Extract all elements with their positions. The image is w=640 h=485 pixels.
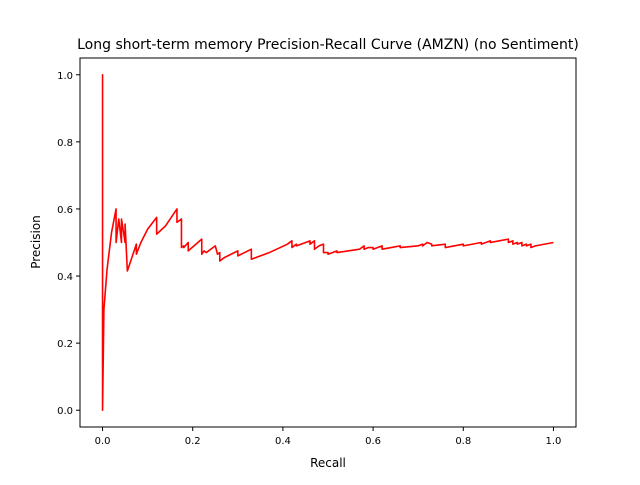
- plot-frame: [79, 57, 577, 428]
- x-tick-label: 0.4: [275, 436, 291, 447]
- x-axis-label: Recall: [310, 456, 346, 470]
- y-tick-label: 0.0: [57, 406, 73, 417]
- x-tick-label: 0.6: [365, 436, 381, 447]
- y-tick-label: 0.2: [57, 339, 73, 350]
- x-tick-label: 1.0: [546, 436, 562, 447]
- y-tick-label: 0.8: [57, 138, 73, 149]
- x-axis-ticks: 0.0 0.2 0.4 0.6 0.8 1.0: [95, 427, 562, 447]
- plot-area: 0.0 0.2 0.4 0.6 0.8 1.0 0.0 0.2 0.4 0.6 0.8 1.0: [57, 57, 577, 447]
- chart-title: Long short-term memory Precision-Recall …: [77, 37, 579, 53]
- y-tick-label: 0.4: [57, 272, 73, 283]
- series-line: [101, 73, 554, 412]
- x-tick-label: 0.2: [185, 436, 201, 447]
- x-tick-label: 0.8: [455, 436, 471, 447]
- y-axis-ticks: 0.0 0.2 0.4 0.6 0.8 1.0: [57, 71, 80, 417]
- y-tick-label: 1.0: [57, 71, 73, 82]
- series-layer: [101, 73, 554, 412]
- y-axis-label: Precision: [29, 215, 43, 269]
- x-tick-label: 0.0: [95, 436, 111, 447]
- y-tick-label: 0.6: [57, 205, 73, 216]
